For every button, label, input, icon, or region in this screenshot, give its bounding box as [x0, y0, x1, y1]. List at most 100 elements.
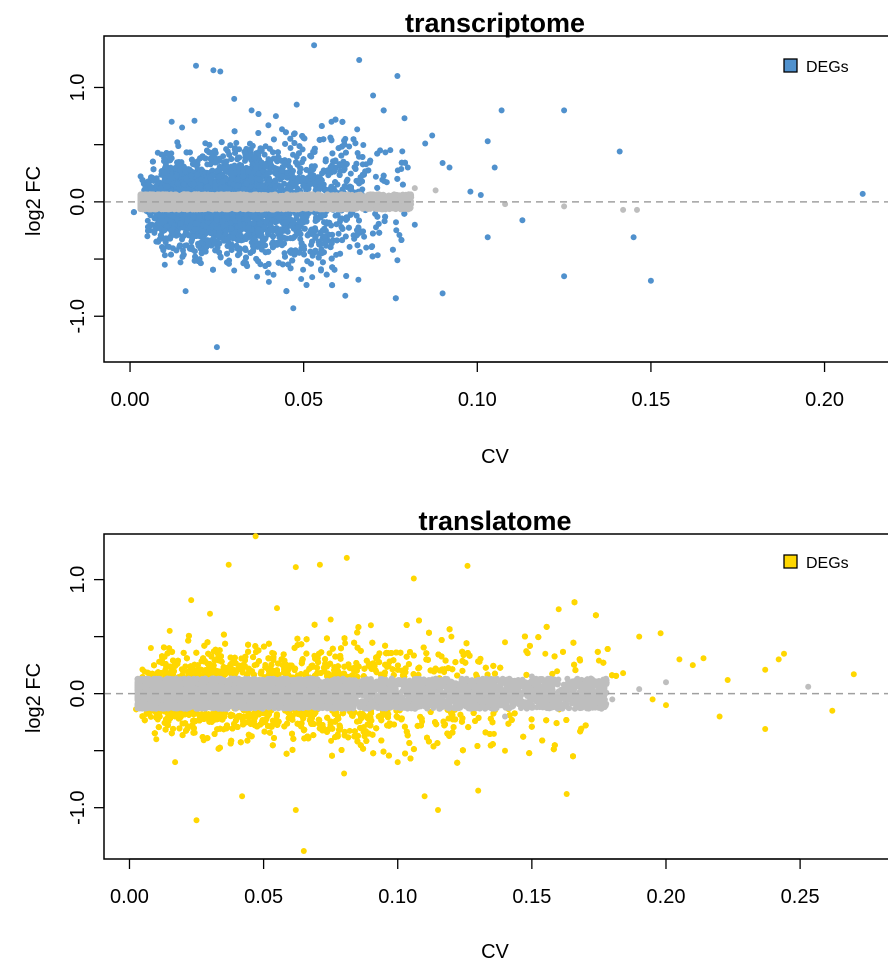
- deg-point: [333, 237, 340, 244]
- deg-point: [261, 151, 268, 158]
- deg-point: [369, 253, 376, 260]
- deg-point: [307, 172, 314, 179]
- deg-point: [255, 130, 262, 136]
- deg-point: [177, 167, 184, 173]
- deg-point: [240, 173, 247, 180]
- deg-point: [374, 252, 381, 259]
- deg-point: [356, 249, 363, 255]
- deg-point: [219, 178, 226, 185]
- deg-point: [215, 173, 222, 180]
- deg-point: [322, 158, 329, 165]
- deg-point: [321, 233, 328, 240]
- deg-point: [356, 217, 362, 224]
- deg-point: [222, 184, 229, 191]
- deg-point: [205, 241, 212, 248]
- deg-point: [321, 219, 328, 226]
- deg-point: [347, 170, 354, 177]
- deg-point: [380, 172, 387, 179]
- deg-point: [175, 143, 182, 149]
- deg-point: [352, 140, 359, 147]
- deg-point: [235, 214, 242, 221]
- deg-point: [214, 244, 221, 251]
- deg-point: [165, 243, 172, 250]
- deg-point: [194, 171, 201, 178]
- deg-point: [264, 269, 271, 276]
- chart-title: transcriptome: [405, 8, 585, 38]
- deg-point: [318, 123, 325, 129]
- deg-point: [296, 228, 303, 235]
- deg-point: [321, 212, 328, 219]
- deg-point: [401, 115, 408, 122]
- deg-point: [144, 217, 151, 224]
- deg-point: [354, 150, 361, 156]
- deg-point: [190, 213, 197, 220]
- deg-point: [192, 220, 199, 227]
- deg-point: [197, 239, 204, 246]
- deg-point: [177, 242, 183, 249]
- deg-point: [230, 235, 237, 242]
- deg-point: [228, 241, 235, 248]
- deg-point: [228, 156, 235, 162]
- deg-point: [228, 246, 235, 253]
- deg-point: [254, 273, 261, 280]
- deg-point: [218, 139, 225, 146]
- deg-point: [167, 157, 174, 164]
- deg-point: [254, 229, 261, 236]
- deg-point: [323, 271, 330, 278]
- deg-point: [202, 178, 209, 184]
- deg-point: [360, 142, 367, 148]
- deg-point: [173, 172, 180, 179]
- deg-point: [339, 118, 346, 125]
- deg-point: [160, 247, 167, 254]
- deg-point: [189, 246, 196, 253]
- deg-point: [282, 160, 289, 167]
- deg-point: [392, 295, 399, 302]
- deg-point: [180, 233, 187, 240]
- deg-point: [232, 145, 238, 152]
- deg-point: [174, 159, 181, 166]
- deg-point: [339, 225, 346, 232]
- deg-point: [331, 168, 338, 175]
- deg-point: [157, 232, 164, 239]
- deg-point: [300, 266, 307, 273]
- deg-point: [344, 176, 351, 183]
- deg-point: [328, 255, 335, 262]
- deg-point: [347, 211, 354, 218]
- deg-point: [230, 164, 237, 171]
- deg-point: [199, 153, 206, 160]
- deg-point: [314, 178, 321, 185]
- deg-point: [327, 244, 334, 251]
- deg-point: [251, 154, 258, 161]
- deg-point: [272, 170, 279, 177]
- deg-point: [241, 148, 248, 155]
- deg-point: [359, 161, 366, 168]
- deg-point: [322, 238, 329, 245]
- deg-point: [338, 215, 345, 222]
- deg-point: [207, 175, 214, 182]
- deg-point: [145, 227, 151, 234]
- deg-point: [243, 180, 250, 187]
- deg-point: [312, 233, 319, 240]
- deg-point: [237, 222, 244, 228]
- deg-point: [368, 244, 375, 250]
- deg-point: [212, 159, 219, 166]
- deg-point: [168, 227, 175, 234]
- transcriptome-panel: transcriptome 0.00 0.05 0.10 0.15 0.20 -1.00…: [23, 8, 888, 468]
- deg-point: [219, 218, 226, 225]
- deg-point: [376, 229, 383, 236]
- deg-point: [354, 242, 361, 249]
- deg-point: [353, 232, 360, 239]
- deg-point: [360, 171, 367, 178]
- deg-point: [139, 177, 146, 183]
- deg-point: [233, 242, 240, 249]
- deg-point: [263, 218, 270, 225]
- deg-point: [287, 135, 294, 142]
- deg-point: [295, 150, 302, 157]
- deg-point: [212, 147, 218, 154]
- deg-point: [359, 154, 366, 160]
- deg-point: [182, 242, 189, 249]
- deg-point: [161, 169, 168, 176]
- deg-point: [159, 217, 166, 224]
- deg-point: [234, 182, 241, 189]
- deg-point: [301, 225, 308, 232]
